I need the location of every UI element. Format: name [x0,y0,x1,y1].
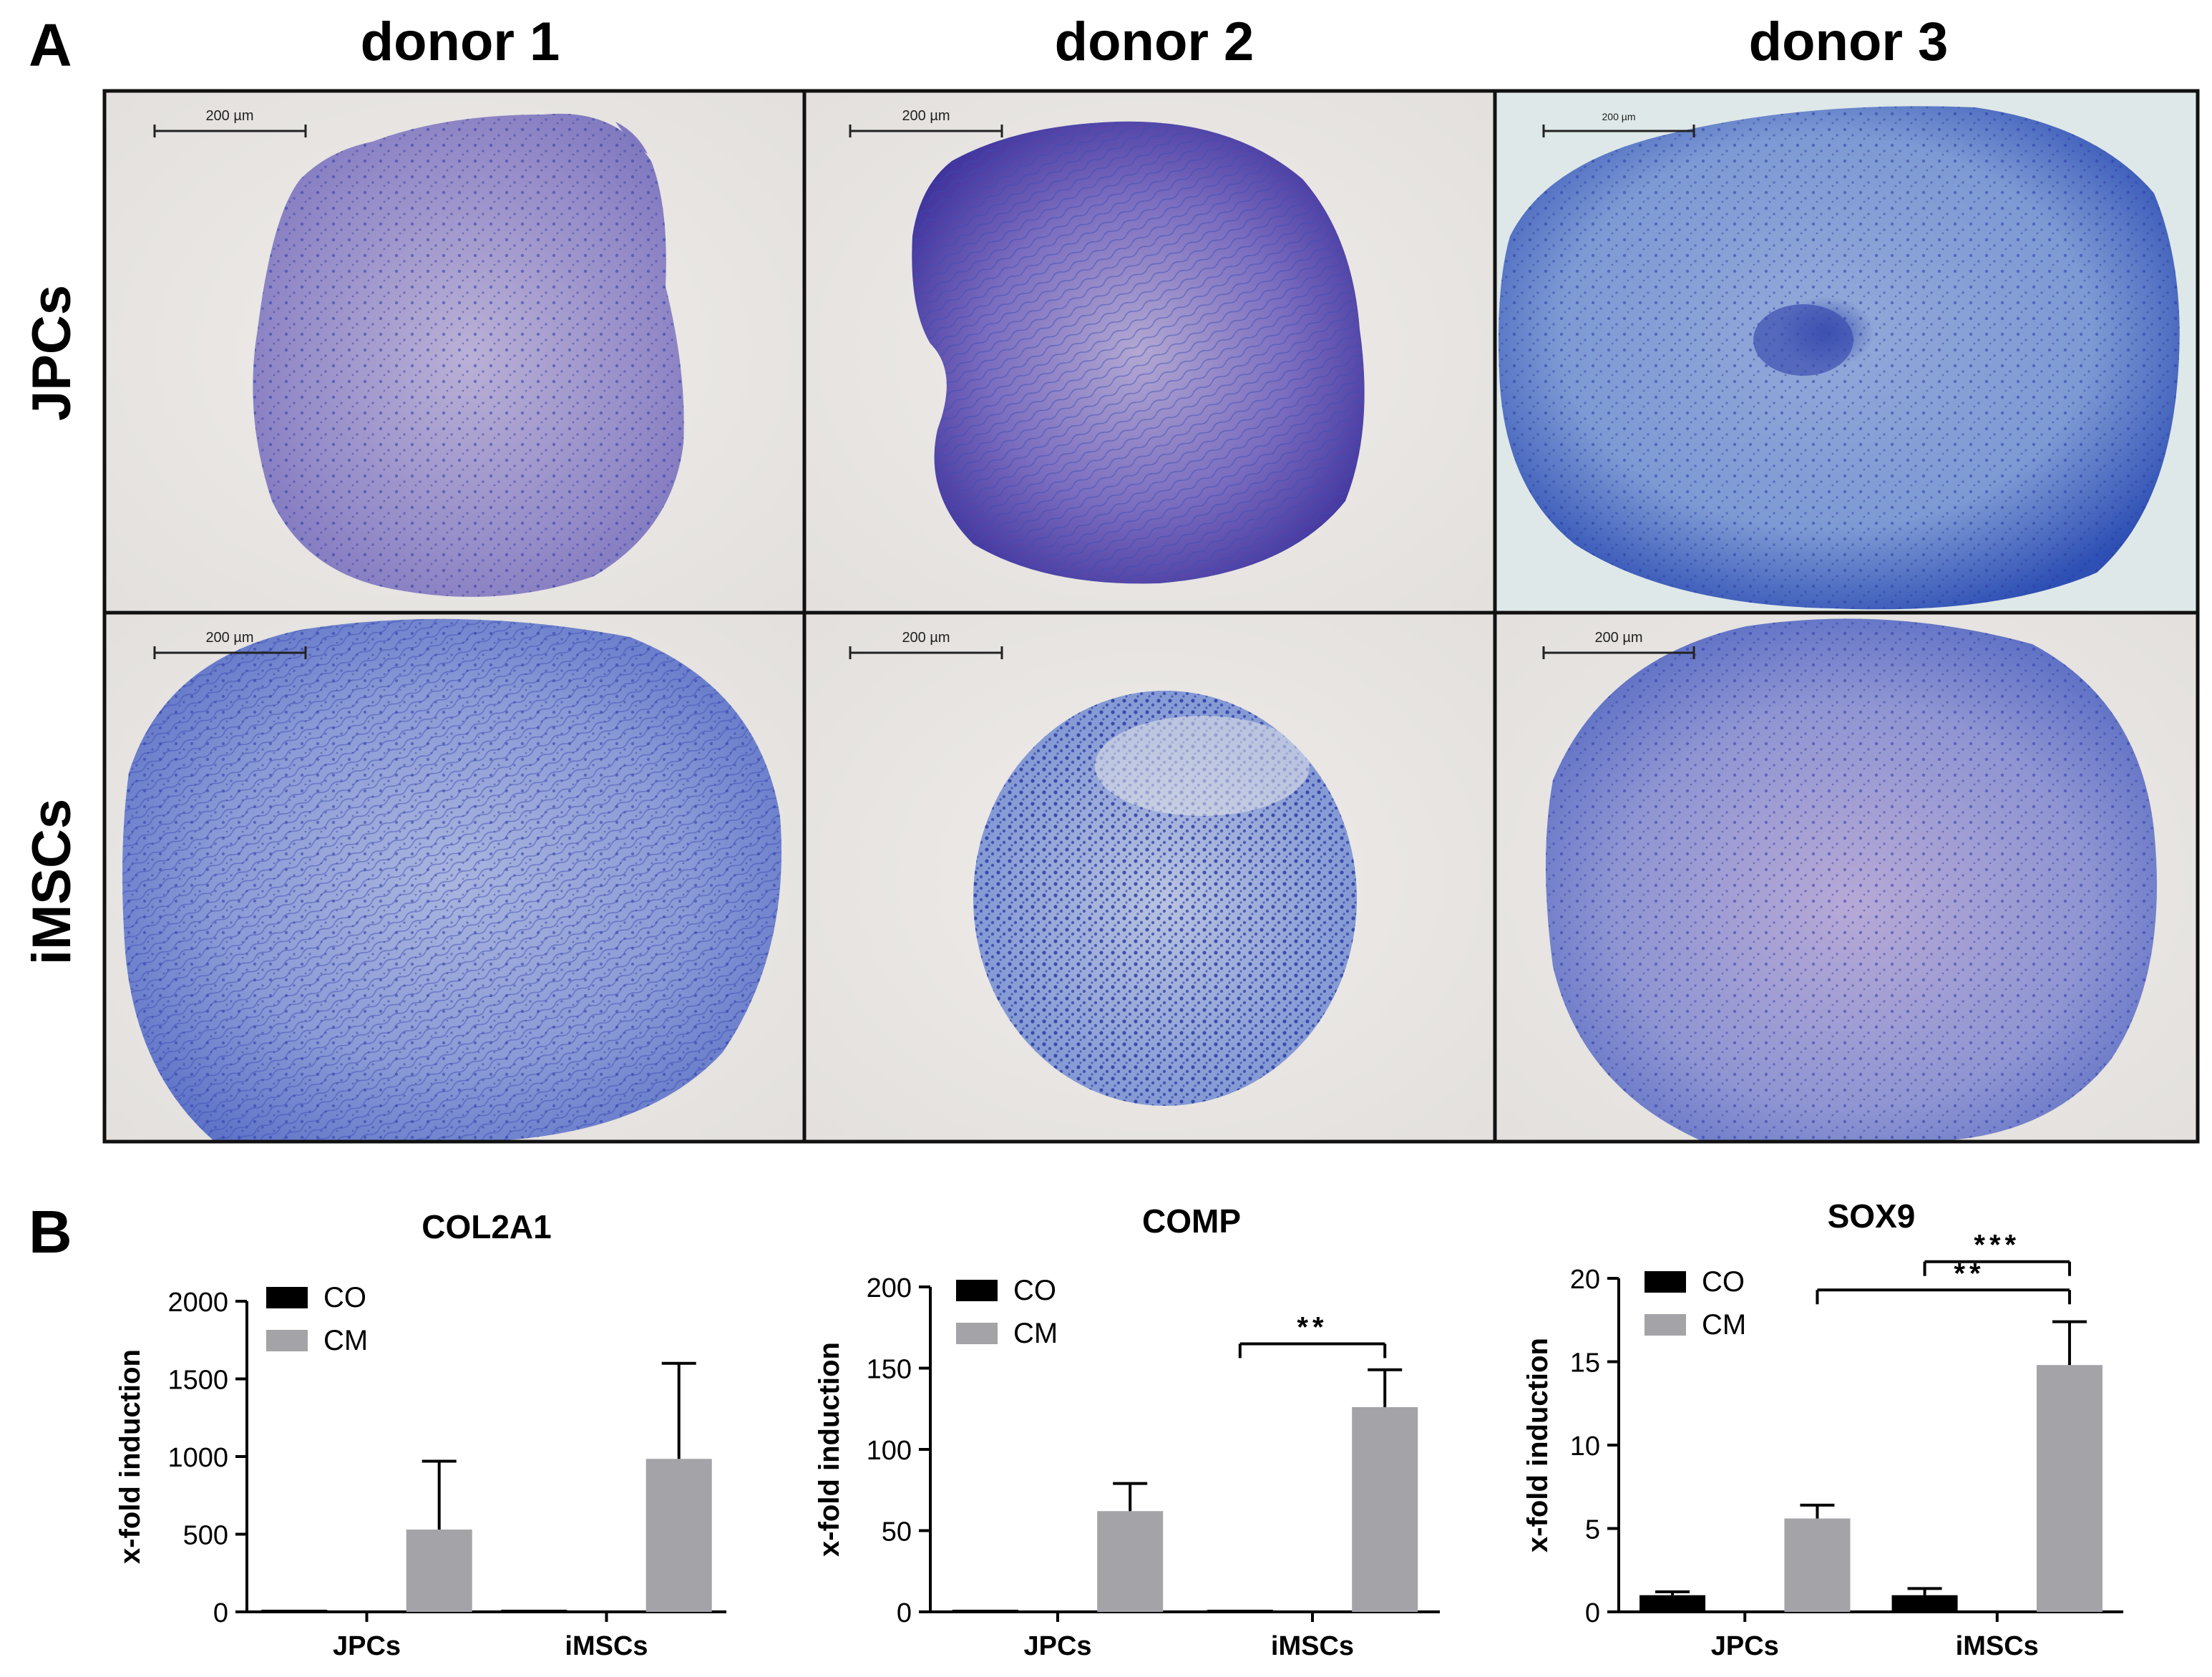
row-label-jpcs: JPCs [21,285,82,421]
legend-label: CM [323,1325,368,1356]
panel-b-label: B [29,1198,72,1265]
legend-swatch [1645,1314,1686,1336]
y-tick-label: 50 [882,1517,912,1547]
column-label-donor-3: donor 3 [1749,11,1949,72]
y-tick-label: 200 [867,1273,912,1303]
bar-cm-imscs [1352,1406,1418,1612]
y-tick-label: 100 [867,1436,912,1466]
bar-cm-jpcs [406,1529,472,1612]
y-tick-label: 150 [867,1355,912,1385]
column-labels: donor 1 donor 2 donor 3 [361,11,1949,72]
micrograph-jpcs-donor-1 [104,91,804,611]
x-tick-label: iMSCs [1956,1631,2039,1661]
scale-bar-label: 200 µm [1594,630,1642,646]
y-tick-label: 20 [1570,1265,1600,1295]
x-tick-label: iMSCs [1271,1631,1354,1661]
y-tick-label: 0 [897,1598,912,1628]
row-label-imscs: iMSCs [21,799,82,965]
legend-swatch [266,1287,308,1308]
bar-co-jpcs [261,1610,328,1612]
legend-label: CO [323,1282,366,1313]
legend-label: CO [1013,1275,1056,1306]
bar-cm-jpcs [1097,1511,1164,1612]
x-tick-label: JPCs [1023,1631,1091,1661]
bar-cm-imscs [645,1459,712,1612]
y-tick-label: 1500 [167,1366,228,1396]
scale-bar-label: 200 µm [1602,111,1636,122]
micrograph-imscs-donor-1 [104,613,804,1142]
scale-bar-label: 200 µm [902,108,950,124]
chart-title: SOX9 [1828,1197,1916,1235]
chart-title: COL2A1 [422,1208,551,1245]
y-axis-label: x-fold induction [1522,1338,1554,1552]
y-tick-label: 5 [1585,1515,1600,1545]
micrograph-borders [102,89,2200,1144]
column-label-donor-2: donor 2 [1055,11,1254,72]
scale-bars [153,125,1695,659]
significance-label: *** [1974,1230,2020,1261]
chart-comp: COMP x-fold induction 0 50 100 150 200 JPCs iMSC… [814,1202,1440,1661]
legend-swatch [956,1323,998,1344]
bar-co-imscs [501,1610,567,1612]
chart-sox9: SOX9 x-fold induction 0 5 10 15 20 JPCs iMSCs CO C… [1522,1197,2123,1661]
micrograph-grid: 200 µm 200 µm 200 µm 200 µm 200 µm 200 µ… [102,89,2200,1144]
y-tick-label: 500 [183,1521,228,1551]
x-tick-label: JPCs [1711,1631,1779,1661]
bar-co-imscs [1207,1610,1273,1612]
y-tick-label: 0 [1585,1598,1600,1628]
bar-co-jpcs [1639,1595,1706,1612]
y-tick-label: 10 [1570,1431,1600,1462]
chart-title: COMP [1142,1202,1241,1240]
bar-cm-jpcs [1784,1518,1851,1612]
micrograph-imscs-donor-2 [805,613,1494,1142]
legend-label: CM [1013,1318,1058,1349]
y-axis-label: x-fold induction [115,1349,146,1564]
y-tick-label: 1000 [167,1443,228,1473]
y-axis-label: x-fold induction [814,1342,845,1557]
y-tick-label: 15 [1570,1348,1600,1379]
legend-swatch [1645,1271,1686,1293]
legend-swatch [266,1330,308,1351]
scale-bar-label: 200 µm [205,108,253,124]
chart-col2a1: COL2A1 x-fold induction 0 500 1000 1500 2000 JP… [115,1208,726,1661]
y-tick-label: 0 [213,1598,228,1628]
panel-a-label: A [29,11,72,79]
y-tick-label: 2000 [167,1288,228,1318]
column-label-donor-1: donor 1 [361,11,560,72]
scale-bar-labels: 200 µm 200 µm 200 µm 200 µm 200 µm 200 µ… [205,108,1642,646]
micrograph-jpcs-donor-3 [1496,91,2198,611]
x-tick-label: iMSCs [565,1631,648,1661]
x-tick-label: JPCs [333,1631,401,1661]
legend-swatch [956,1280,998,1301]
significance-label: ** [1297,1311,1327,1343]
bar-co-imscs [1891,1595,1958,1612]
micrograph-jpcs-donor-2 [805,91,1494,611]
legend-label: CO [1702,1266,1745,1298]
micrograph-imscs-donor-3 [1496,613,2198,1142]
scale-bar-label: 200 µm [902,630,950,646]
bar-co-jpcs [952,1610,1018,1612]
legend-label: CM [1702,1309,1746,1341]
bar-cm-imscs [2036,1365,2103,1612]
scale-bar-label: 200 µm [205,630,253,646]
